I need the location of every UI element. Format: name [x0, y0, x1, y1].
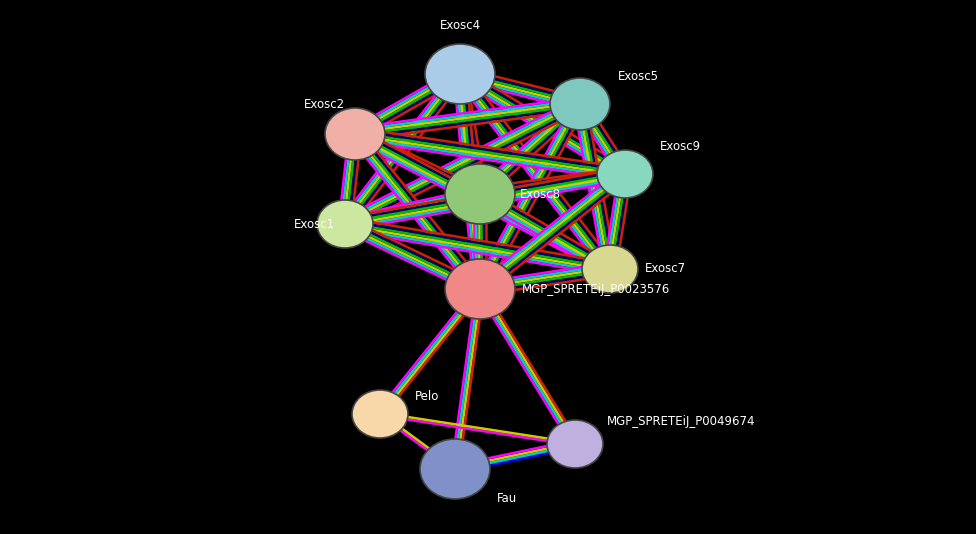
Text: Exosc2: Exosc2	[304, 98, 345, 111]
Ellipse shape	[550, 78, 610, 130]
Text: Exosc4: Exosc4	[439, 19, 480, 32]
Ellipse shape	[582, 245, 638, 293]
Ellipse shape	[597, 150, 653, 198]
Text: Exosc8: Exosc8	[520, 187, 561, 200]
Text: Exosc5: Exosc5	[618, 69, 659, 82]
Ellipse shape	[445, 259, 515, 319]
Ellipse shape	[425, 44, 495, 104]
Text: Exosc1: Exosc1	[294, 217, 335, 231]
Ellipse shape	[547, 420, 603, 468]
Text: Exosc7: Exosc7	[645, 263, 686, 276]
Text: Exosc9: Exosc9	[660, 139, 701, 153]
Text: Pelo: Pelo	[415, 389, 439, 403]
Ellipse shape	[445, 164, 515, 224]
Text: MGP_SPRETEiJ_P0049674: MGP_SPRETEiJ_P0049674	[607, 415, 755, 428]
Ellipse shape	[352, 390, 408, 438]
Ellipse shape	[420, 439, 490, 499]
Ellipse shape	[317, 200, 373, 248]
Ellipse shape	[325, 108, 385, 160]
Text: Fau: Fau	[497, 492, 517, 506]
Text: MGP_SPRETEiJ_P0023576: MGP_SPRETEiJ_P0023576	[522, 282, 671, 295]
